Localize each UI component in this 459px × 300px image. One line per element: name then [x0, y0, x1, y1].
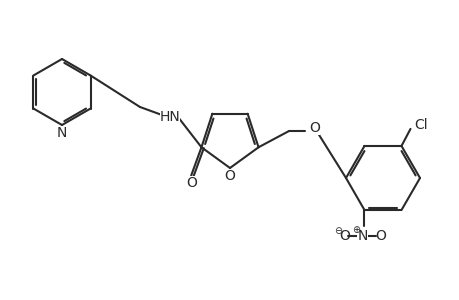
- Text: Cl: Cl: [414, 118, 427, 132]
- Text: HN: HN: [159, 110, 180, 124]
- Text: O: O: [374, 229, 385, 243]
- Text: O: O: [224, 169, 235, 183]
- Text: N: N: [57, 126, 67, 140]
- Text: N: N: [357, 229, 367, 243]
- Text: O: O: [309, 121, 320, 135]
- Text: O: O: [338, 229, 349, 243]
- Text: ⊖: ⊖: [334, 226, 342, 236]
- Text: O: O: [185, 176, 196, 190]
- Text: ⊕: ⊕: [352, 225, 360, 235]
